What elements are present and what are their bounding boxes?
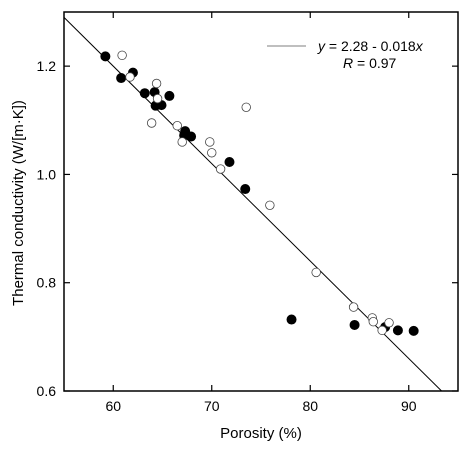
data-point-open: [177, 137, 187, 147]
legend-equation: y = 2.28 - 0.018x: [317, 38, 424, 54]
data-point-filled: [408, 325, 419, 336]
data-point-open: [146, 118, 157, 128]
x-tick-label: 80: [302, 398, 318, 414]
y-tick-label: 1.2: [37, 58, 57, 74]
legend: y = 2.28 - 0.018x R = 0.97: [267, 38, 424, 71]
data-point-filled: [139, 88, 150, 99]
legend-equation-prefix: y: [317, 38, 326, 54]
y-axis-label: Thermal conductivity (W/[m·K]): [10, 100, 27, 306]
x-tick-label: 90: [401, 398, 417, 414]
y-tick-label: 0.8: [37, 275, 57, 291]
data-point-open: [152, 93, 163, 104]
data-point-filled: [116, 73, 127, 84]
x-tick-label: 60: [105, 398, 121, 414]
data-point-filled: [392, 325, 403, 336]
data-point-filled: [164, 90, 175, 101]
data-point-open: [384, 318, 394, 328]
data-point-filled: [349, 319, 360, 330]
data-point-filled: [186, 131, 197, 142]
plot-frame: [63, 11, 459, 392]
data-point-open: [125, 72, 135, 82]
data-point-open: [368, 316, 378, 327]
data-point-open: [207, 148, 217, 158]
data-point-filled: [224, 156, 235, 167]
data-point-open: [205, 137, 215, 147]
legend-r-body: = 0.97: [353, 55, 396, 71]
data-point-open: [241, 102, 251, 112]
tick-labels: 60 70 80 90 0.6 0.8 1.0 1.2: [37, 58, 417, 414]
legend-equation-suffix: x: [415, 38, 424, 54]
x-tick-label: 70: [204, 398, 220, 414]
data-points: [100, 50, 419, 336]
x-axis-label: Porosity (%): [220, 425, 302, 442]
data-point-filled: [100, 51, 111, 62]
data-point-filled: [240, 184, 251, 195]
tick-marks: [64, 12, 458, 392]
data-point-open: [215, 164, 226, 174]
data-point-open: [265, 200, 275, 210]
y-tick-label: 0.6: [37, 383, 57, 399]
legend-equation-body: = 2.28 - 0.018: [325, 38, 416, 54]
data-point-open: [151, 78, 162, 89]
y-tick-label: 1.0: [37, 166, 57, 182]
data-point-open: [348, 302, 359, 312]
data-point-open: [117, 50, 127, 61]
data-point-open: [172, 120, 182, 131]
data-point-filled: [286, 314, 297, 325]
legend-r-prefix: R: [343, 55, 353, 71]
legend-r-value: R = 0.97: [343, 55, 397, 71]
data-point-open: [311, 267, 321, 278]
data-point-open: [377, 325, 387, 336]
